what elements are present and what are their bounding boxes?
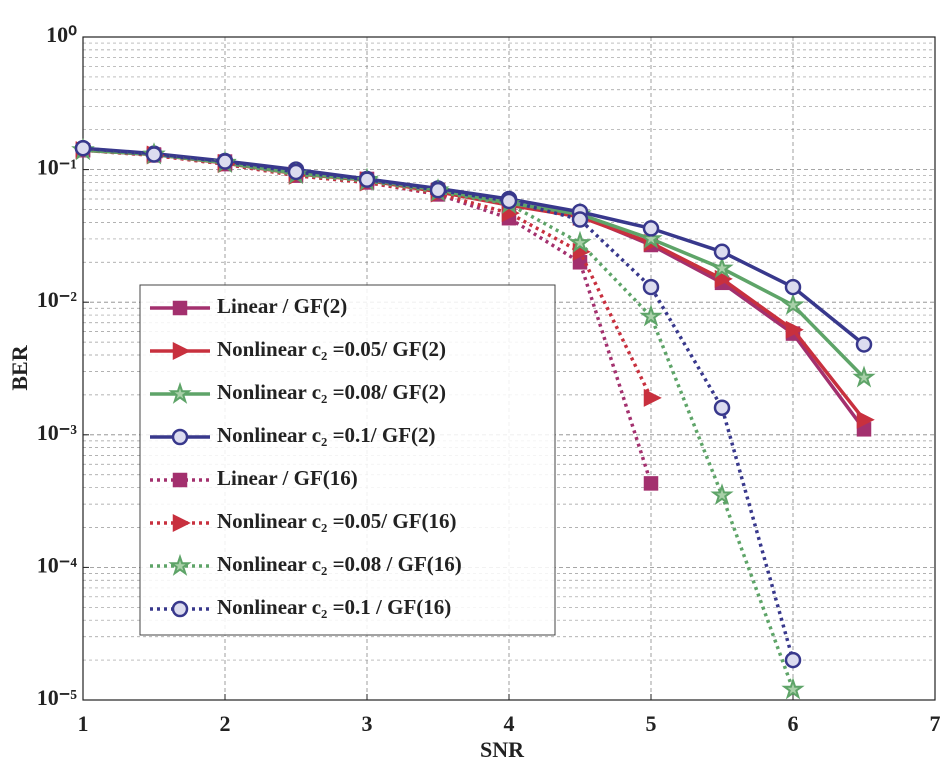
marker xyxy=(429,181,447,199)
legend-label: Linear / GF(16) xyxy=(217,466,358,490)
x-tick-label: 1 xyxy=(78,711,89,736)
marker xyxy=(172,341,191,361)
marker xyxy=(145,146,163,163)
marker xyxy=(785,320,804,339)
marker xyxy=(172,300,188,316)
marker xyxy=(710,256,734,279)
marker xyxy=(710,483,734,506)
marker xyxy=(781,293,805,315)
legend-box xyxy=(139,284,556,636)
y-tick-label: 10⁻³ xyxy=(37,420,78,445)
plot-frame xyxy=(82,36,936,701)
marker xyxy=(713,399,731,416)
marker xyxy=(287,163,305,181)
legend-label: Nonlinear c₂ =0.05/ GF(2) xyxy=(217,337,446,361)
marker xyxy=(568,230,592,253)
y-tick-label: 10⁻⁴ xyxy=(37,552,78,577)
marker xyxy=(168,553,192,576)
marker xyxy=(358,171,376,188)
x-tick-label: 5 xyxy=(646,711,657,736)
marker xyxy=(500,192,518,210)
marker xyxy=(168,381,192,404)
marker xyxy=(571,211,589,228)
legend-label: Nonlinear c₂ =0.08 / GF(16) xyxy=(217,552,462,576)
legend-label: Nonlinear c₂ =0.1 / GF(16) xyxy=(217,595,451,619)
x-tick-label: 2 xyxy=(220,711,231,736)
legend-label: Nonlinear c₂ =0.05/ GF(16) xyxy=(217,509,457,533)
legend-label: Linear / GF(2) xyxy=(217,294,347,318)
series-line xyxy=(82,148,653,399)
marker xyxy=(171,428,189,446)
x-tick-label: 7 xyxy=(930,711,941,736)
marker xyxy=(642,278,660,296)
x-axis-label: SNR xyxy=(480,737,525,762)
y-tick-label: 10⁰ xyxy=(46,22,77,47)
marker xyxy=(639,226,663,249)
marker xyxy=(855,336,873,353)
marker xyxy=(216,153,234,170)
marker xyxy=(852,365,876,388)
marker xyxy=(713,243,731,261)
legend-label: Nonlinear c₂ =0.1/ GF(2) xyxy=(217,423,436,447)
marker xyxy=(714,269,733,288)
x-tick-label: 4 xyxy=(504,711,515,736)
marker xyxy=(856,410,875,429)
y-tick-label: 10⁻⁵ xyxy=(37,685,78,710)
marker xyxy=(643,388,662,407)
x-tick-label: 3 xyxy=(362,711,373,736)
marker xyxy=(172,513,191,533)
marker xyxy=(74,139,92,157)
y-tick-label: 10⁻² xyxy=(37,287,78,312)
marker xyxy=(639,304,663,327)
marker xyxy=(784,278,802,296)
marker xyxy=(784,651,802,669)
marker xyxy=(781,677,805,700)
y-axis-label: BER xyxy=(7,344,32,390)
marker xyxy=(642,220,660,237)
y-tick-label: 10⁻¹ xyxy=(37,155,77,180)
x-tick-label: 6 xyxy=(788,711,799,736)
marker xyxy=(171,600,189,618)
legend-label: Nonlinear c₂ =0.08/ GF(2) xyxy=(217,380,446,404)
marker xyxy=(172,472,188,488)
series-line xyxy=(82,146,866,346)
marker xyxy=(643,476,659,491)
